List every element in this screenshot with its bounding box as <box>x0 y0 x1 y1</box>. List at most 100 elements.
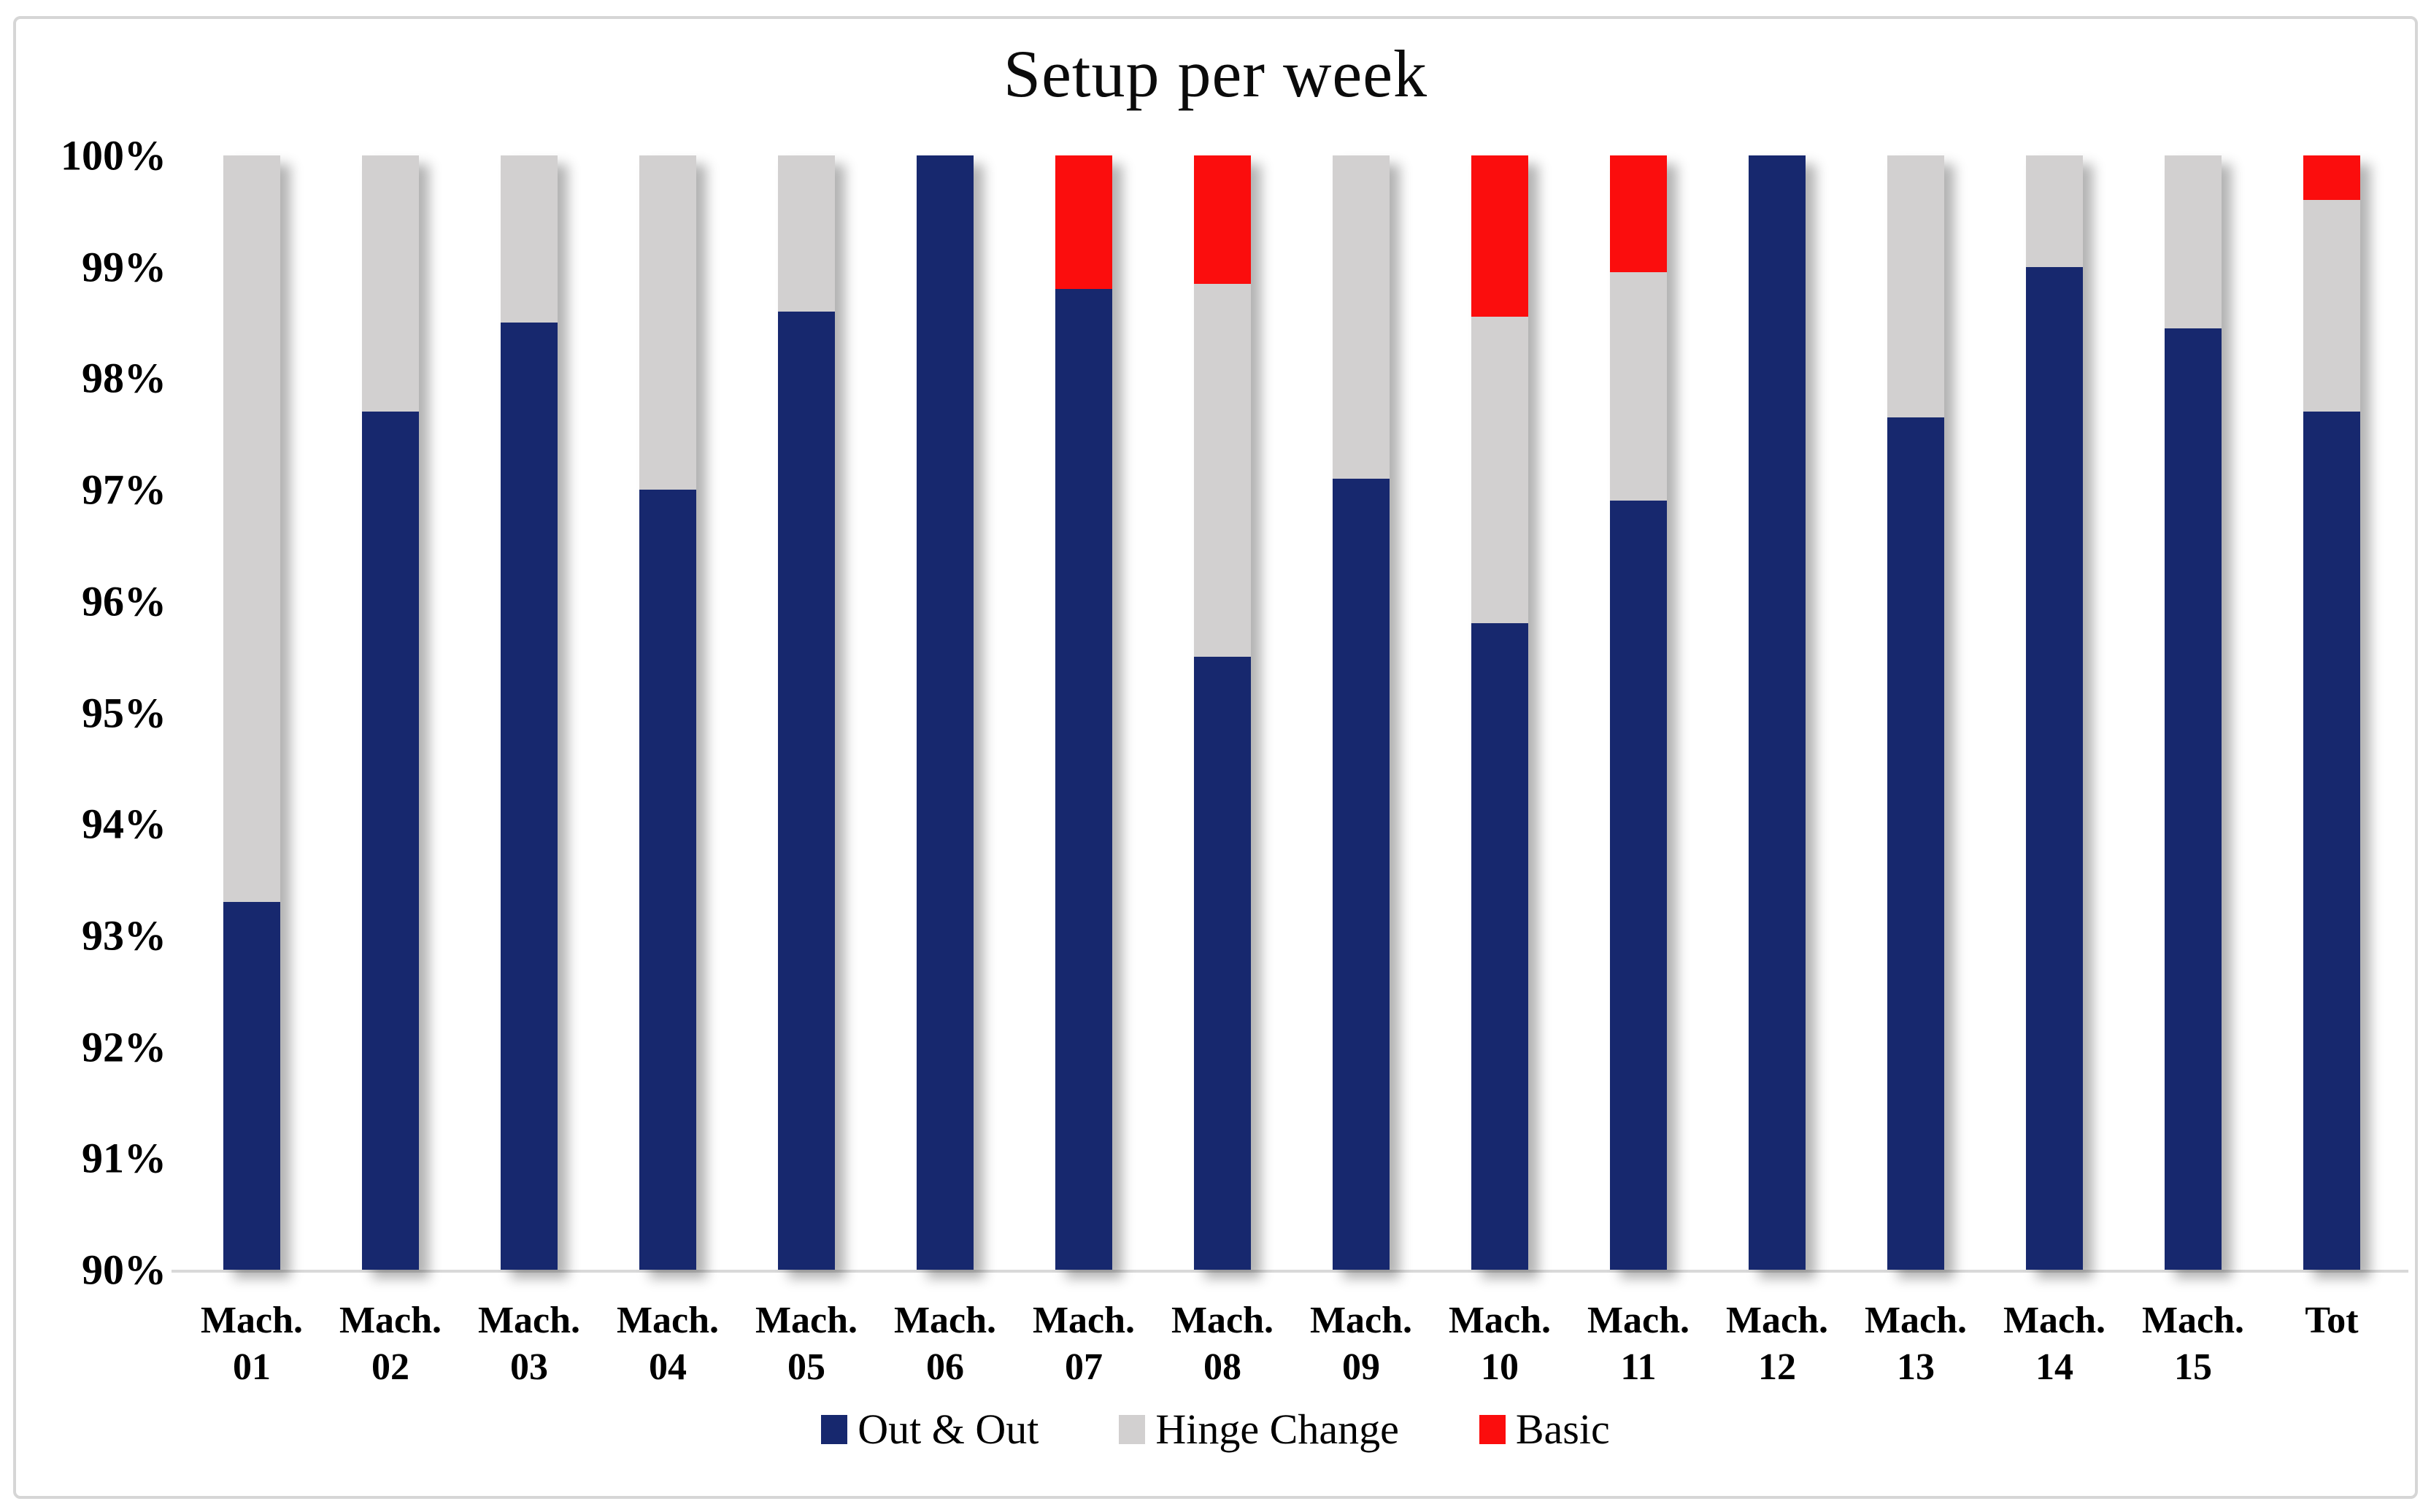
x-axis-label-line: 03 <box>510 1346 548 1388</box>
segment-hinge-change <box>1887 155 1944 417</box>
bar-mach-09 <box>1333 155 1390 1270</box>
segment-hinge-change <box>223 155 280 903</box>
x-axis-label-line: Mach. <box>1587 1300 1690 1341</box>
x-axis-label-line: Mach. <box>2141 1300 2245 1341</box>
bar-mach-15 <box>2165 155 2222 1270</box>
x-axis-label-line: Mach. <box>339 1300 442 1341</box>
x-axis-label-mach-10: Mach. 10 <box>1430 1297 1569 1391</box>
x-axis-label-line: Mach. <box>1448 1300 1552 1341</box>
segment-out-and-out <box>1055 289 1112 1270</box>
segment-out-and-out <box>2026 266 2083 1270</box>
x-axis-label-line: 07 <box>1065 1346 1103 1388</box>
legend-swatch-icon <box>1119 1414 1146 1444</box>
segment-basic <box>1055 155 1112 290</box>
y-axis-label: 97% <box>82 466 166 514</box>
x-axis-label-mach-04: Mach. 04 <box>598 1297 737 1391</box>
segment-hinge-change <box>639 155 696 490</box>
x-axis-line <box>172 1270 2408 1273</box>
x-axis-label-line: 06 <box>926 1346 964 1388</box>
bar-mach-05 <box>778 155 835 1270</box>
segment-hinge-change <box>501 155 558 323</box>
segment-hinge-change <box>2026 155 2083 267</box>
legend-item-hinge-change: Hinge Change <box>1119 1405 1399 1454</box>
bar-mach-03 <box>501 155 558 1270</box>
x-axis-label-line: 14 <box>2035 1346 2073 1388</box>
x-axis-label-line: 05 <box>787 1346 825 1388</box>
y-axis-label: 99% <box>82 243 166 291</box>
x-axis-label-line: Mach. <box>1725 1300 1829 1341</box>
x-axis-label-line: Mach. <box>1864 1300 1968 1341</box>
y-axis-label: 92% <box>82 1023 166 1071</box>
x-axis-label-line: Mach. <box>893 1300 997 1341</box>
segment-out-and-out <box>2303 412 2360 1270</box>
segment-basic <box>2303 155 2360 201</box>
x-axis-label-tot: Tot <box>2262 1297 2401 1344</box>
segment-hinge-change <box>362 155 419 412</box>
segment-out-and-out <box>778 311 835 1270</box>
x-axis-label-line: Tot <box>2305 1300 2359 1341</box>
y-axis-label: 94% <box>82 800 166 848</box>
x-axis-label-line: 08 <box>1203 1346 1241 1388</box>
legend-label: Hinge Change <box>1155 1405 1399 1453</box>
x-axis-label-line: 01 <box>233 1346 271 1388</box>
y-axis-label: 98% <box>82 354 166 402</box>
legend-label: Out & Out <box>858 1405 1039 1453</box>
segment-out-and-out <box>501 323 558 1270</box>
segment-basic <box>1610 155 1667 273</box>
bar-mach-12 <box>1749 155 1806 1270</box>
x-axis-label-line: Mach. <box>200 1300 304 1341</box>
segment-out-and-out <box>1471 623 1528 1270</box>
segment-hinge-change <box>1333 155 1390 479</box>
segment-basic <box>1194 155 1251 284</box>
x-axis-label-mach-13: Mach. 13 <box>1846 1297 1985 1391</box>
segment-hinge-change <box>1610 272 1667 501</box>
x-axis-label-line: 12 <box>1758 1346 1796 1388</box>
bar-mach-06 <box>917 155 974 1270</box>
bar-mach-10 <box>1471 155 1528 1270</box>
legend-item-out-out: Out & Out <box>821 1405 1039 1454</box>
bar-mach-08 <box>1194 155 1251 1270</box>
x-axis-label-line: 04 <box>649 1346 687 1388</box>
y-axis-label: 93% <box>82 911 166 960</box>
x-axis-label-mach-12: Mach. 12 <box>1708 1297 1846 1391</box>
y-axis-label: 95% <box>82 689 166 736</box>
segment-out-and-out <box>1194 657 1251 1270</box>
x-axis-label-mach-02: Mach. 02 <box>321 1297 460 1391</box>
x-axis-label-mach-01: Mach. 01 <box>182 1297 321 1391</box>
x-axis-label-line: Mach. <box>1171 1300 1274 1341</box>
segment-out-and-out <box>639 490 696 1270</box>
bar-mach-02 <box>362 155 419 1270</box>
x-axis-label-line: 09 <box>1342 1346 1380 1388</box>
bar-mach-11 <box>1610 155 1667 1270</box>
x-axis-label-line: 02 <box>371 1346 409 1388</box>
segment-basic <box>1471 155 1528 317</box>
x-axis-label-mach-15: Mach. 15 <box>2124 1297 2262 1391</box>
bar-mach-13 <box>1887 155 1944 1270</box>
legend-swatch-icon <box>821 1414 848 1444</box>
y-axis-label: 96% <box>82 577 166 625</box>
y-axis-label: 90% <box>82 1246 166 1294</box>
segment-hinge-change <box>2303 200 2360 412</box>
x-axis-label-line: Mach. <box>1032 1300 1136 1341</box>
segment-hinge-change <box>1471 317 1528 624</box>
x-axis-label-line: 13 <box>1897 1346 1935 1388</box>
x-axis-label-mach-06: Mach. 06 <box>876 1297 1014 1391</box>
x-axis-label-line: Mach. <box>477 1300 581 1341</box>
chart-title: Setup per week <box>1003 36 1428 111</box>
x-axis-label-line: Mach. <box>1309 1300 1413 1341</box>
segment-out-and-out <box>2165 328 2222 1270</box>
bar-mach-04 <box>639 155 696 1270</box>
legend-label: Basic <box>1515 1405 1610 1453</box>
x-axis-label-mach-03: Mach. 03 <box>460 1297 598 1391</box>
x-axis-label-mach-11: Mach. 11 <box>1569 1297 1708 1391</box>
x-axis-label-mach-14: Mach. 14 <box>1985 1297 2124 1391</box>
x-axis-label-line: Mach. <box>755 1300 858 1341</box>
x-axis-label-mach-09: Mach. 09 <box>1292 1297 1430 1391</box>
segment-out-and-out <box>362 412 419 1270</box>
x-axis-label-line: Mach. <box>616 1300 720 1341</box>
x-axis-label-line: 15 <box>2174 1346 2212 1388</box>
y-axis-label: 100% <box>61 131 166 180</box>
segment-hinge-change <box>2165 155 2222 328</box>
